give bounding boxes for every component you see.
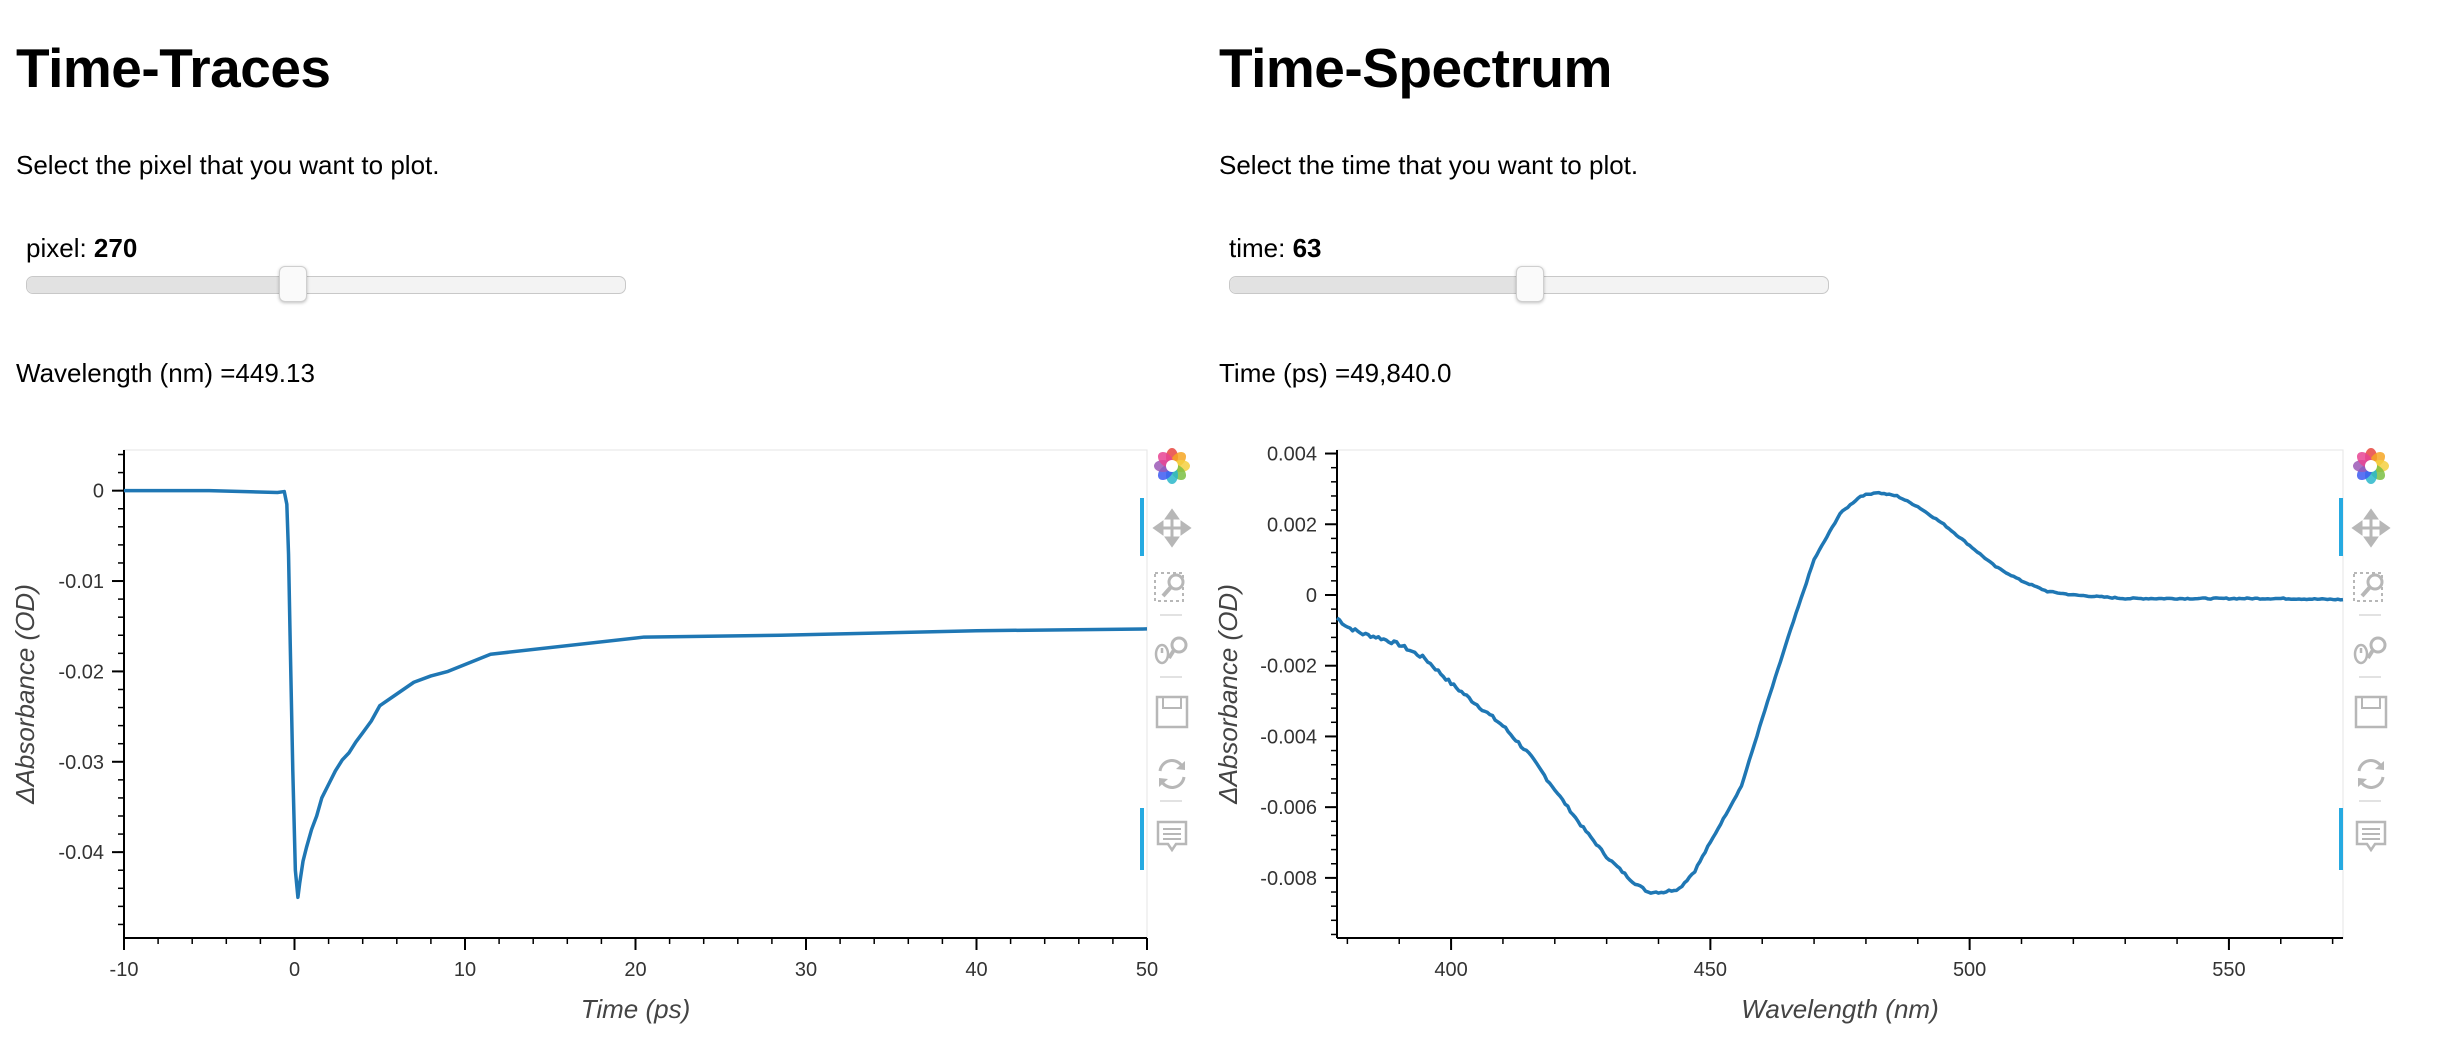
y-tick-label: -0.04 xyxy=(58,842,104,864)
slider-fill xyxy=(1230,277,1530,293)
series-line xyxy=(1335,490,2344,895)
slider-label: time: 63 xyxy=(1229,233,1322,264)
slider-value: 270 xyxy=(93,233,138,263)
bokeh-logo-icon xyxy=(1152,446,1192,486)
y-tick-label: -0.01 xyxy=(58,571,104,593)
hover-icon[interactable] xyxy=(2351,816,2391,856)
y-tick-label: 0 xyxy=(93,481,104,503)
y-axis-label: ΔAbsorbance (OD) xyxy=(1213,584,1243,805)
hover-icon[interactable] xyxy=(1152,816,1192,856)
series-line xyxy=(124,488,1148,900)
box-zoom-icon[interactable] xyxy=(2351,568,2391,608)
pixel-slider[interactable] xyxy=(26,266,626,302)
slider-value: 63 xyxy=(1292,233,1322,263)
toolbar-divider xyxy=(2359,676,2381,678)
time-traces-panel: Time-Traces Select the pixel that you wa… xyxy=(0,0,1200,1042)
panel-title: Time-Traces xyxy=(16,37,331,99)
save-icon[interactable] xyxy=(1152,692,1192,732)
toolbar-divider xyxy=(1160,676,1182,678)
save-icon[interactable] xyxy=(2351,692,2391,732)
box-zoom-icon[interactable] xyxy=(1152,568,1192,608)
slider-handle[interactable] xyxy=(1516,266,1544,302)
wheel-zoom-icon[interactable] xyxy=(2351,630,2391,670)
y-tick-label: 0.002 xyxy=(1267,514,1317,536)
reset-icon[interactable] xyxy=(2351,754,2391,794)
x-tick-label: 20 xyxy=(624,959,646,981)
time-readout: Time (ps) =49,840.0 xyxy=(1219,358,1452,388)
plot-area xyxy=(1336,449,2344,939)
slider-handle[interactable] xyxy=(278,266,307,302)
pan-icon[interactable] xyxy=(1152,508,1192,548)
active-tool-indicator xyxy=(2339,808,2343,870)
y-tick-label: -0.006 xyxy=(1260,797,1317,819)
plot-toolbar xyxy=(1140,446,1200,870)
y-tick-label: -0.002 xyxy=(1260,656,1317,678)
panel-description: Select the time that you want to plot. xyxy=(1219,150,1639,180)
y-tick-label: -0.03 xyxy=(58,752,104,774)
panel-description: Select the pixel that you want to plot. xyxy=(16,150,440,180)
active-tool-indicator xyxy=(1140,498,1144,556)
slider-label-text: pixel: xyxy=(26,233,94,263)
x-tick-label: 550 xyxy=(2212,959,2245,981)
slider-label: pixel: 270 xyxy=(26,233,137,264)
y-tick-label: -0.02 xyxy=(58,661,104,683)
toolbar-divider xyxy=(2359,614,2381,616)
x-tick-label: -10 xyxy=(110,959,139,981)
wheel-zoom-icon[interactable] xyxy=(1152,630,1192,670)
x-tick-label: 50 xyxy=(1136,959,1158,981)
slider-label-text: time: xyxy=(1229,233,1293,263)
y-tick-label: -0.004 xyxy=(1260,726,1317,748)
y-tick-label: 0.004 xyxy=(1267,444,1317,466)
x-tick-label: 10 xyxy=(454,959,476,981)
time-trace-chart[interactable]: -10 0 10 20 30 40 50 0 -0.01 -0.02 -0.03 -0.04 Time … xyxy=(0,430,1200,1042)
bokeh-logo-icon xyxy=(2351,446,2391,486)
toolbar-divider xyxy=(1160,614,1182,616)
x-tick-label: 500 xyxy=(1953,959,1986,981)
y-tick-label: 0 xyxy=(1306,585,1317,607)
pan-icon[interactable] xyxy=(2351,508,2391,548)
x-axis-label: Wavelength (nm) xyxy=(1741,994,1939,1024)
x-tick-label: 400 xyxy=(1434,959,1467,981)
active-tool-indicator xyxy=(2339,498,2343,556)
time-slider[interactable] xyxy=(1229,266,1829,302)
plot-toolbar xyxy=(2339,446,2399,870)
time-spectrum-chart[interactable]: 400 450 500 550 0.004 0.002 0 -0.002 -0.004 -0.00… xyxy=(1203,430,2403,1042)
y-tick-label: -0.008 xyxy=(1260,868,1317,890)
reset-icon[interactable] xyxy=(1152,754,1192,794)
plot-area xyxy=(123,449,1148,939)
panel-title: Time-Spectrum xyxy=(1219,37,1612,99)
y-axis-label: ΔAbsorbance (OD) xyxy=(10,584,40,805)
x-axis-label: Time (ps) xyxy=(581,994,691,1024)
time-spectrum-panel: Time-Spectrum Select the time that you w… xyxy=(1203,0,2403,1042)
x-tick-label: 40 xyxy=(965,959,987,981)
x-tick-label: 450 xyxy=(1694,959,1727,981)
toolbar-divider xyxy=(1160,800,1182,802)
slider-fill xyxy=(27,277,293,293)
toolbar-divider xyxy=(2359,800,2381,802)
wavelength-readout: Wavelength (nm) =449.13 xyxy=(16,358,315,388)
x-tick-label: 30 xyxy=(795,959,817,981)
active-tool-indicator xyxy=(1140,808,1144,870)
x-tick-label: 0 xyxy=(289,959,300,981)
